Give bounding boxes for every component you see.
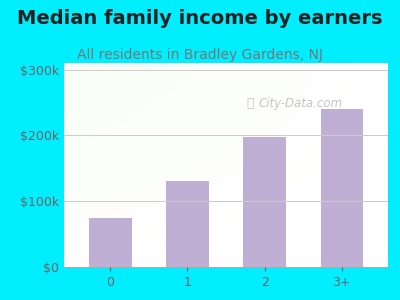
Bar — [89, 218, 132, 267]
Text: Median family income by earners: Median family income by earners — [17, 9, 383, 28]
Bar — [166, 182, 209, 267]
Bar — [320, 109, 363, 267]
Text: City-Data.com: City-Data.com — [258, 97, 342, 110]
Bar — [243, 137, 286, 267]
Text: ⓘ: ⓘ — [246, 97, 254, 110]
Text: All residents in Bradley Gardens, NJ: All residents in Bradley Gardens, NJ — [77, 48, 323, 62]
